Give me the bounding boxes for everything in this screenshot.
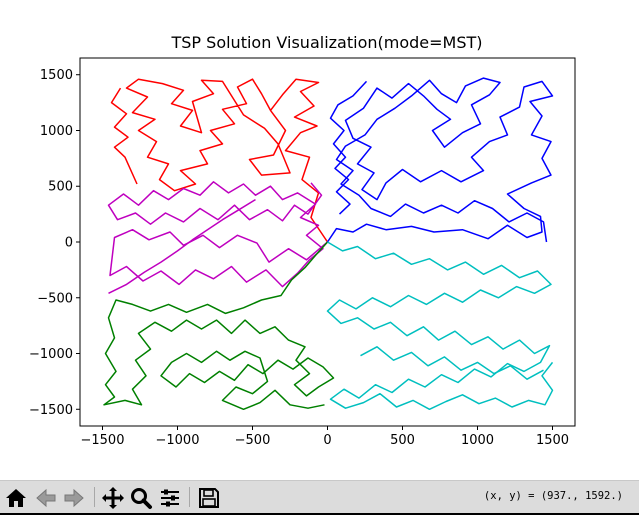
save-button[interactable] [196, 485, 222, 511]
y-tick-label: 1500 [40, 68, 73, 83]
navigation-toolbar: (x, y) = (937., 1592.) [0, 480, 639, 513]
y-tick-label: −500 [37, 291, 73, 306]
magnifier-icon [131, 488, 152, 509]
y-tick-label: 500 [48, 180, 73, 195]
floppy-disk-icon [199, 488, 219, 508]
tsp-chart[interactable]: TSP Solution Visualization(mode=MST) −15… [0, 0, 639, 480]
arrow-left-icon [36, 488, 56, 508]
tour-path-1 [125, 78, 329, 243]
tour-path-9 [360, 346, 544, 380]
y-tick-label: 1000 [40, 124, 73, 139]
forward-button[interactable] [61, 485, 87, 511]
x-axis: −1500 −1000 −500 0 500 1000 1500 [81, 426, 569, 448]
home-icon [6, 489, 26, 507]
x-tick-label: 1500 [536, 433, 569, 448]
y-tick-label: −1000 [29, 347, 73, 362]
pan-button[interactable] [100, 485, 126, 511]
chart-title: TSP Solution Visualization(mode=MST) [171, 33, 483, 52]
home-button[interactable] [3, 485, 29, 511]
tour-path-2 [110, 87, 138, 185]
arrow-right-icon [64, 488, 84, 508]
tour-path-6 [108, 198, 256, 294]
tour-path-5 [107, 181, 328, 288]
figure-canvas[interactable]: TSP Solution Visualization(mode=MST) −15… [0, 0, 639, 480]
window-bottom-edge [0, 513, 639, 515]
move-icon [102, 487, 124, 509]
configure-subplots-button[interactable] [157, 485, 183, 511]
x-tick-label: −1500 [81, 433, 125, 448]
series-layer [103, 77, 554, 411]
tour-path-7 [103, 241, 335, 411]
tour-path-4 [329, 80, 368, 215]
x-tick-label: −500 [235, 433, 271, 448]
zoom-button[interactable] [128, 485, 154, 511]
x-tick-label: 0 [323, 433, 331, 448]
toolbar-separator [189, 487, 190, 507]
x-tick-label: −1000 [156, 433, 200, 448]
sliders-icon [161, 489, 179, 507]
y-tick-label: 0 [65, 236, 73, 251]
x-tick-label: 500 [390, 433, 415, 448]
y-tick-label: −1500 [29, 403, 73, 418]
toolbar-separator [94, 487, 95, 507]
back-button[interactable] [33, 485, 59, 511]
y-axis: −1500 −1000 −500 0 500 1000 1500 [29, 68, 80, 418]
tour-path-8 [326, 241, 554, 411]
x-tick-label: 1000 [461, 433, 494, 448]
cursor-coordinates-readout: (x, y) = (937., 1592.) [483, 490, 623, 502]
tour-path-3 [326, 77, 554, 243]
